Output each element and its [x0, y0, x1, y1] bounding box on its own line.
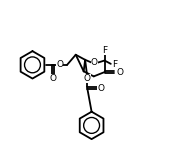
Text: F: F [102, 46, 107, 55]
Text: O: O [56, 60, 63, 69]
Text: O: O [91, 58, 98, 67]
Text: O: O [116, 68, 123, 77]
Text: O: O [49, 74, 56, 83]
Text: O: O [97, 84, 104, 93]
Text: O: O [84, 74, 91, 83]
Text: F: F [112, 60, 118, 69]
